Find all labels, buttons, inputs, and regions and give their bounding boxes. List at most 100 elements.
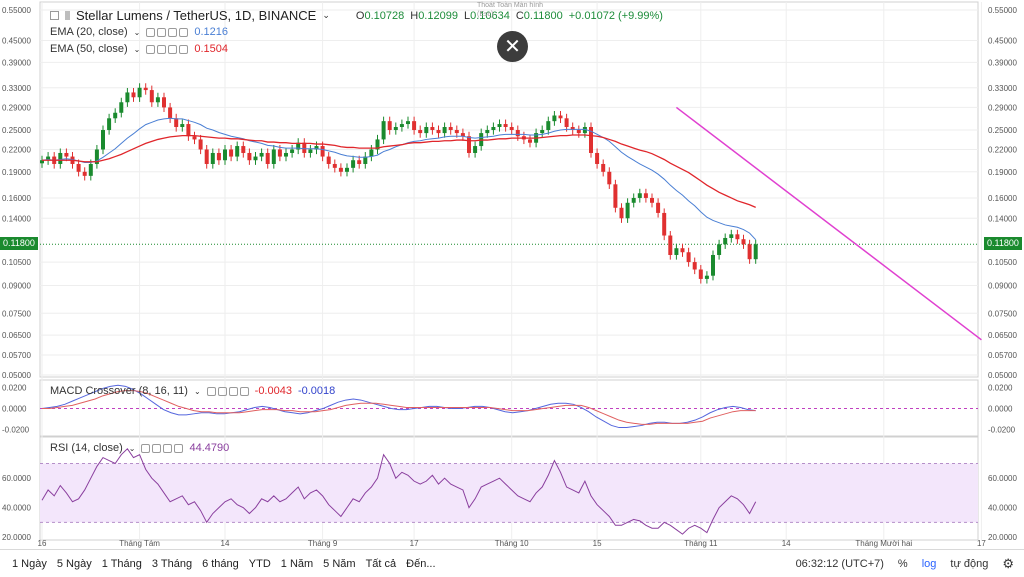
goto-date-button[interactable]: Đến... <box>406 557 436 570</box>
macd-label: MACD Crossover (8, 16, 11) <box>50 385 188 397</box>
candle <box>210 152 215 164</box>
collapse-icon[interactable] <box>50 11 59 20</box>
close-icon[interactable]: ✕ <box>497 31 528 62</box>
y-tick-label: 0.16000 <box>2 194 31 203</box>
chevron-down-icon[interactable]: ⌄ <box>128 443 136 453</box>
ema50-label: EMA (50, close) <box>50 43 128 55</box>
y-tick-label: 0.10500 <box>2 258 31 267</box>
y-tick-label: 0.14000 <box>2 214 31 223</box>
candle <box>107 118 112 131</box>
x-tick-label: Tháng Tám <box>119 539 160 548</box>
chevron-down-icon[interactable]: ⌄ <box>133 44 141 54</box>
rsi-y-tick-label: 40.0000 <box>988 504 1017 513</box>
range-5d[interactable]: 5 Ngày <box>56 557 92 570</box>
indicator-controls[interactable] <box>141 443 184 453</box>
range-1d[interactable]: 1 Ngày <box>12 557 47 570</box>
candle <box>735 234 740 240</box>
ema50-legend[interactable]: EMA (50, close) ⌄ 0.1504 <box>50 43 228 55</box>
macd-line <box>41 384 756 429</box>
indicator-controls[interactable] <box>146 27 189 37</box>
footer-right: 06:32:12 (UTC+7) % log tự động ⚙ <box>796 556 1014 572</box>
y-tick-label: 0.29000 <box>988 103 1017 112</box>
candle <box>467 136 471 153</box>
rsi-legend[interactable]: RSI (14, close) ⌄ 44.4790 <box>50 442 229 454</box>
candle <box>162 97 166 108</box>
candle <box>656 202 661 213</box>
candle <box>576 130 581 134</box>
range-all[interactable]: Tất cả <box>365 557 397 570</box>
chevron-down-icon[interactable]: ⌄ <box>133 27 141 37</box>
candle <box>424 127 429 134</box>
candle <box>229 149 234 157</box>
rsi-line <box>41 448 757 535</box>
candle <box>601 163 606 172</box>
candle <box>204 149 209 164</box>
candle <box>650 197 654 203</box>
rsi-y-tick-label: 60.0000 <box>2 474 31 483</box>
macd-y-tick-label: -0.0200 <box>988 426 1016 435</box>
y-tick-label: 0.05000 <box>988 371 1017 380</box>
x-tick-label: Tháng 11 <box>684 539 718 548</box>
log-toggle[interactable]: log <box>921 557 937 570</box>
trendline <box>675 106 982 341</box>
x-tick-label: 16 <box>38 539 47 548</box>
y-tick-label: 0.14000 <box>988 214 1017 223</box>
chevron-down-icon[interactable]: ⌄ <box>322 10 330 20</box>
candle <box>387 121 392 131</box>
percent-toggle[interactable]: % <box>897 557 908 570</box>
range-1y[interactable]: 1 Năm <box>280 557 314 570</box>
range-3m[interactable]: 3 Tháng <box>151 557 193 570</box>
gear-icon[interactable]: ⚙ <box>1002 555 1014 571</box>
candle <box>442 127 447 134</box>
macd-y-tick-label: -0.0200 <box>2 426 30 435</box>
candle <box>345 167 349 172</box>
macd-legend[interactable]: MACD Crossover (8, 16, 11) ⌄ -0.0043 -0.… <box>50 385 335 397</box>
indicator-controls[interactable] <box>206 386 249 396</box>
price-tag-left: 0.11800 <box>0 237 38 250</box>
range-5y[interactable]: 5 Năm <box>323 557 356 570</box>
candle <box>357 160 362 164</box>
candle <box>326 156 331 164</box>
ema20-legend[interactable]: EMA (20, close) ⌄ 0.1216 <box>50 26 228 38</box>
candle <box>76 163 81 172</box>
candle <box>430 127 435 131</box>
x-tick-label: Tháng 10 <box>495 539 529 548</box>
candle <box>515 130 520 137</box>
y-tick-label: 0.55000 <box>988 6 1017 15</box>
indicator-controls[interactable] <box>146 44 189 54</box>
price-pane <box>39 1 979 378</box>
y-tick-label: 0.55000 <box>2 6 31 15</box>
y-tick-label: 0.39000 <box>988 58 1017 67</box>
x-tick-label: 17 <box>410 539 419 548</box>
y-tick-label: 0.05700 <box>988 351 1017 360</box>
range-1m[interactable]: 1 Tháng <box>101 557 142 570</box>
candle <box>717 244 722 255</box>
candle <box>338 167 343 172</box>
candle <box>174 118 179 128</box>
x-tick-label: Tháng Mười hai <box>855 539 912 548</box>
candle <box>540 130 545 134</box>
ohlc-close: C0.11800 <box>515 9 563 22</box>
fullscreen-tooltip: Thoát Toàn Màn hình (Esc) <box>477 2 544 18</box>
range-ytd[interactable]: YTD <box>248 557 271 570</box>
candle <box>473 146 478 153</box>
candle <box>216 152 221 161</box>
chevron-down-icon[interactable]: ⌄ <box>193 386 201 396</box>
candle <box>668 235 673 255</box>
y-tick-label: 0.09000 <box>2 282 31 291</box>
auto-toggle[interactable]: tự động <box>950 557 989 570</box>
candle <box>259 152 264 157</box>
clock[interactable]: 06:32:12 (UTC+7) <box>795 557 884 570</box>
chart-canvas[interactable]: 16 Tháng Tám 14 Tháng 9 17 Tháng 10 15 Tháng 11… <box>0 0 1024 549</box>
candle <box>119 102 124 113</box>
signal-line <box>42 390 756 425</box>
y-tick-label: 0.33000 <box>2 84 31 93</box>
candle <box>625 202 630 219</box>
range-6m[interactable]: 6 tháng <box>202 557 239 570</box>
symbol-title[interactable]: Stellar Lumens / TetherUS, 1D, BINANCE <box>76 8 317 23</box>
candle <box>198 139 203 150</box>
candle <box>692 262 697 270</box>
macd-value-1: -0.0043 <box>254 385 292 397</box>
rsi-y-tick-label: 20.0000 <box>988 533 1017 542</box>
candle <box>454 130 459 134</box>
